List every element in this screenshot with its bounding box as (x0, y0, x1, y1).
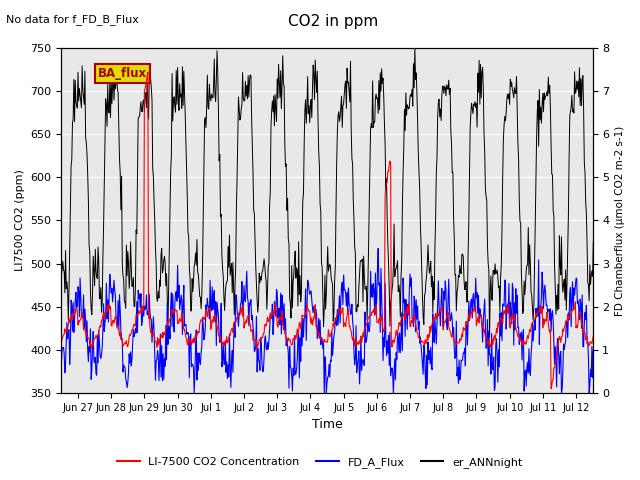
Y-axis label: FD Chamberflux (µmol CO2 m-2 s-1): FD Chamberflux (µmol CO2 m-2 s-1) (615, 125, 625, 315)
Text: BA_flux: BA_flux (98, 67, 147, 80)
Text: No data for f_FD_B_Flux: No data for f_FD_B_Flux (6, 14, 140, 25)
Legend: LI-7500 CO2 Concentration, FD_A_Flux, er_ANNnight: LI-7500 CO2 Concentration, FD_A_Flux, er… (113, 452, 527, 472)
Text: CO2 in ppm: CO2 in ppm (287, 14, 378, 29)
Y-axis label: LI7500 CO2 (ppm): LI7500 CO2 (ppm) (15, 169, 25, 271)
X-axis label: Time: Time (312, 419, 342, 432)
